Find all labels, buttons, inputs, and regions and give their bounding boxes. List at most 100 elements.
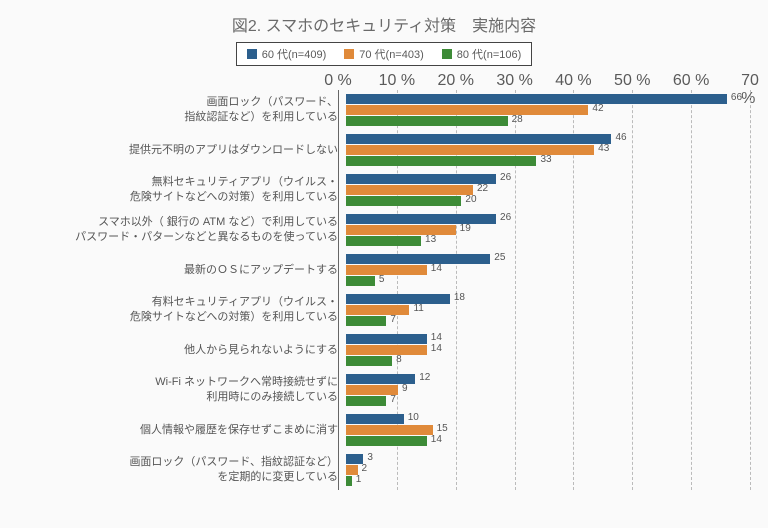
chart-title: 図2. スマホのセキュリティ対策 実施内容 — [18, 12, 750, 36]
bar-value: 13 — [425, 234, 436, 245]
bar-value: 1 — [356, 474, 362, 485]
bar: 8 — [346, 356, 392, 366]
bar-group: 14148 — [346, 330, 750, 370]
bar-value: 42 — [592, 103, 603, 114]
bar: 26 — [346, 214, 496, 224]
category-label: 他人から見られないようにする — [18, 330, 346, 370]
category-row: 有料セキュリティアプリ（ウイルス・危険サイトなどへの対策）を利用している1811… — [18, 290, 750, 330]
bar: 42 — [346, 105, 588, 115]
legend-swatch — [344, 49, 354, 59]
legend-label: 80 代(n=106) — [457, 46, 522, 62]
bar: 14 — [346, 265, 427, 275]
bar-value: 20 — [465, 194, 476, 205]
bar: 22 — [346, 185, 473, 195]
legend-label: 70 代(n=403) — [359, 46, 424, 62]
bar-group: 464333 — [346, 130, 750, 170]
bar: 46 — [346, 134, 611, 144]
category-row: 他人から見られないようにする14148 — [18, 330, 750, 370]
bar: 28 — [346, 116, 508, 126]
bar-value: 26 — [500, 212, 511, 223]
bar-group: 101514 — [346, 410, 750, 450]
bar-value: 2 — [362, 463, 368, 474]
bar: 10 — [346, 414, 404, 424]
bar-value: 7 — [390, 314, 396, 325]
bar: 66 — [346, 94, 727, 104]
bar-value: 7 — [390, 394, 396, 405]
x-tick: 30 % — [496, 72, 532, 90]
category-row: 最新のＯＳにアップデートする25145 — [18, 250, 750, 290]
category-label: 最新のＯＳにアップデートする — [18, 250, 346, 290]
bar-group: 261913 — [346, 210, 750, 250]
bar: 26 — [346, 174, 496, 184]
legend-item: 60 代(n=409) — [247, 46, 327, 62]
category-label: 提供元不明のアプリはダウンロードしない — [18, 130, 346, 170]
bar: 14 — [346, 436, 427, 446]
legend-swatch — [247, 49, 257, 59]
bar-value: 14 — [431, 434, 442, 445]
bar-value: 11 — [413, 303, 423, 314]
bar: 19 — [346, 225, 456, 235]
bar: 33 — [346, 156, 536, 166]
bar-value: 9 — [402, 383, 408, 394]
bar: 20 — [346, 196, 461, 206]
category-label: 有料セキュリティアプリ（ウイルス・危険サイトなどへの対策）を利用している — [18, 290, 346, 330]
bar: 43 — [346, 145, 594, 155]
bar: 7 — [346, 316, 386, 326]
bar-group: 321 — [346, 450, 750, 490]
bar-value: 26 — [500, 172, 511, 183]
category-row: 提供元不明のアプリはダウンロードしない464333 — [18, 130, 750, 170]
bar-value: 12 — [419, 372, 430, 383]
x-tick: 50 % — [614, 72, 650, 90]
bar-group: 25145 — [346, 250, 750, 290]
bar: 14 — [346, 334, 427, 344]
category-row: 画面ロック（パスワード、指紋認証など）を利用している664228 — [18, 90, 750, 130]
bar-group: 664228 — [346, 90, 750, 130]
bar: 11 — [346, 305, 409, 315]
category-label: スマホ以外（ 銀行の ATM など）で利用しているパスワード・パターンなどと異な… — [18, 210, 346, 250]
bar-value: 18 — [454, 292, 465, 303]
category-label: 画面ロック（パスワード、指紋認証など）を利用している — [18, 90, 346, 130]
x-tick: 60 % — [673, 72, 709, 90]
bar-value: 43 — [598, 143, 609, 154]
bar-value: 14 — [431, 332, 442, 343]
bar-value: 3 — [367, 452, 373, 463]
category-row: 画面ロック（パスワード、指紋認証など）を定期的に変更している321 — [18, 450, 750, 490]
gridline — [750, 90, 751, 490]
legend-item: 70 代(n=403) — [344, 46, 424, 62]
legend-swatch — [442, 49, 452, 59]
category-label: Wi-Fi ネットワークへ常時接続せずに利用時にのみ接続している — [18, 370, 346, 410]
bar-value: 66 — [731, 92, 742, 103]
bar: 14 — [346, 345, 427, 355]
x-tick: 0 % — [324, 72, 352, 90]
bar: 1 — [346, 476, 352, 486]
bar: 7 — [346, 396, 386, 406]
category-row: スマホ以外（ 銀行の ATM など）で利用しているパスワード・パターンなどと異な… — [18, 210, 750, 250]
bar-value: 14 — [431, 343, 442, 354]
bar-value: 19 — [460, 223, 471, 234]
bar-group: 18117 — [346, 290, 750, 330]
category-label: 個人情報や履歴を保存せずこまめに消す — [18, 410, 346, 450]
bar: 15 — [346, 425, 433, 435]
bar: 5 — [346, 276, 375, 286]
bar: 18 — [346, 294, 450, 304]
bar-value: 22 — [477, 183, 488, 194]
bar-group: 262220 — [346, 170, 750, 210]
category-row: Wi-Fi ネットワークへ常時接続せずに利用時にのみ接続している1297 — [18, 370, 750, 410]
bar-value: 14 — [431, 263, 442, 274]
category-row: 個人情報や履歴を保存せずこまめに消す101514 — [18, 410, 750, 450]
bar-value: 15 — [437, 423, 448, 434]
bar-value: 46 — [615, 132, 626, 143]
legend-label: 60 代(n=409) — [262, 46, 327, 62]
legend: 60 代(n=409) 70 代(n=403) 80 代(n=106) — [236, 42, 533, 66]
bar-value: 8 — [396, 354, 402, 365]
category-label: 無料セキュリティアプリ（ウイルス・危険サイトなどへの対策）を利用している — [18, 170, 346, 210]
bar: 13 — [346, 236, 421, 246]
bar-value: 33 — [540, 154, 551, 165]
category-label: 画面ロック（パスワード、指紋認証など）を定期的に変更している — [18, 450, 346, 490]
bar-value: 5 — [379, 274, 385, 285]
bar-value: 28 — [512, 114, 523, 125]
x-tick: 10 % — [379, 72, 415, 90]
bar: 25 — [346, 254, 490, 264]
x-tick: 40 % — [555, 72, 591, 90]
bar-value: 25 — [494, 252, 505, 263]
